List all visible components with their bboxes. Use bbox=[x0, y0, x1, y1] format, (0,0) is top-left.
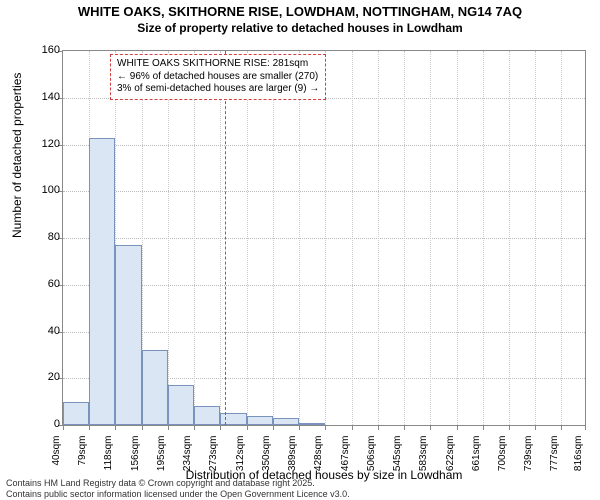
ytick-label: 0 bbox=[20, 418, 60, 430]
xtick-mark bbox=[63, 425, 64, 430]
chart-title-line1: WHITE OAKS, SKITHORNE RISE, LOWDHAM, NOT… bbox=[0, 4, 600, 19]
xtick-label: 40sqm bbox=[51, 436, 62, 482]
histogram-bar bbox=[142, 350, 168, 425]
histogram-bar bbox=[168, 385, 194, 425]
xtick-mark bbox=[585, 425, 586, 430]
footer-attribution: Contains HM Land Registry data © Crown c… bbox=[6, 478, 350, 500]
chart-container: WHITE OAKS, SKITHORNE RISE, LOWDHAM, NOT… bbox=[0, 0, 600, 500]
gridline-v bbox=[194, 51, 195, 425]
xtick-mark bbox=[273, 425, 274, 430]
annotation-box: WHITE OAKS SKITHORNE RISE: 281sqm← 96% o… bbox=[110, 54, 326, 100]
xtick-mark bbox=[561, 425, 562, 430]
xtick-label: 545sqm bbox=[392, 436, 403, 482]
xtick-label: 661sqm bbox=[471, 436, 482, 482]
xtick-mark bbox=[89, 425, 90, 430]
xtick-mark bbox=[509, 425, 510, 430]
xtick-label: 312sqm bbox=[235, 436, 246, 482]
xtick-label: 777sqm bbox=[549, 436, 560, 482]
annotation-line: ← 96% of detached houses are smaller (27… bbox=[117, 71, 319, 84]
xtick-label: 467sqm bbox=[340, 436, 351, 482]
ytick-label: 100 bbox=[20, 184, 60, 196]
annotation-line: 3% of semi-detached houses are larger (9… bbox=[117, 83, 319, 96]
footer-line2: Contains public sector information licen… bbox=[6, 489, 350, 500]
histogram-bar bbox=[194, 406, 220, 425]
histogram-bar bbox=[63, 402, 89, 425]
histogram-bar bbox=[273, 418, 299, 425]
gridline-v bbox=[561, 51, 562, 425]
xtick-mark bbox=[220, 425, 221, 430]
xtick-label: 389sqm bbox=[287, 436, 298, 482]
gridline-v bbox=[430, 51, 431, 425]
ytick-label: 60 bbox=[20, 278, 60, 290]
xtick-label: 622sqm bbox=[445, 436, 456, 482]
xtick-label: 195sqm bbox=[156, 436, 167, 482]
xtick-mark bbox=[457, 425, 458, 430]
ytick-label: 140 bbox=[20, 91, 60, 103]
gridline-v bbox=[483, 51, 484, 425]
xtick-mark bbox=[352, 425, 353, 430]
xtick-mark bbox=[299, 425, 300, 430]
ytick-label: 40 bbox=[20, 325, 60, 337]
gridline-v bbox=[404, 51, 405, 425]
xtick-mark bbox=[483, 425, 484, 430]
xtick-label: 79sqm bbox=[77, 436, 88, 482]
xtick-mark bbox=[430, 425, 431, 430]
xtick-label: 739sqm bbox=[523, 436, 534, 482]
xtick-label: 118sqm bbox=[103, 436, 114, 482]
xtick-label: 273sqm bbox=[208, 436, 219, 482]
xtick-label: 156sqm bbox=[130, 436, 141, 482]
histogram-bar bbox=[115, 245, 141, 425]
ytick-label: 80 bbox=[20, 231, 60, 243]
xtick-label: 234sqm bbox=[182, 436, 193, 482]
gridline-v bbox=[247, 51, 248, 425]
xtick-label: 428sqm bbox=[313, 436, 324, 482]
xtick-label: 506sqm bbox=[366, 436, 377, 482]
xtick-label: 350sqm bbox=[261, 436, 272, 482]
xtick-mark bbox=[168, 425, 169, 430]
xtick-mark bbox=[325, 425, 326, 430]
gridline-v bbox=[299, 51, 300, 425]
annotation-line: WHITE OAKS SKITHORNE RISE: 281sqm bbox=[117, 58, 319, 71]
gridline-v bbox=[535, 51, 536, 425]
gridline-v bbox=[457, 51, 458, 425]
ytick-label: 160 bbox=[20, 44, 60, 56]
chart-title-block: WHITE OAKS, SKITHORNE RISE, LOWDHAM, NOT… bbox=[0, 4, 600, 35]
xtick-mark bbox=[404, 425, 405, 430]
xtick-label: 583sqm bbox=[418, 436, 429, 482]
histogram-bar bbox=[247, 416, 273, 425]
xtick-mark bbox=[115, 425, 116, 430]
gridline-v bbox=[220, 51, 221, 425]
xtick-mark bbox=[378, 425, 379, 430]
gridline-v bbox=[325, 51, 326, 425]
gridline-v bbox=[509, 51, 510, 425]
gridline-v bbox=[273, 51, 274, 425]
gridline-v bbox=[352, 51, 353, 425]
gridline-v bbox=[168, 51, 169, 425]
marker-line bbox=[225, 51, 226, 425]
xtick-mark bbox=[142, 425, 143, 430]
gridline-v bbox=[378, 51, 379, 425]
xtick-label: 816sqm bbox=[573, 436, 584, 482]
chart-title-line2: Size of property relative to detached ho… bbox=[0, 21, 600, 35]
xtick-mark bbox=[535, 425, 536, 430]
ytick-label: 120 bbox=[20, 138, 60, 150]
ytick-label: 20 bbox=[20, 371, 60, 383]
histogram-bar bbox=[299, 423, 325, 425]
xtick-mark bbox=[247, 425, 248, 430]
xtick-mark bbox=[194, 425, 195, 430]
plot-area bbox=[62, 50, 586, 426]
histogram-bar bbox=[89, 138, 115, 426]
xtick-label: 700sqm bbox=[497, 436, 508, 482]
